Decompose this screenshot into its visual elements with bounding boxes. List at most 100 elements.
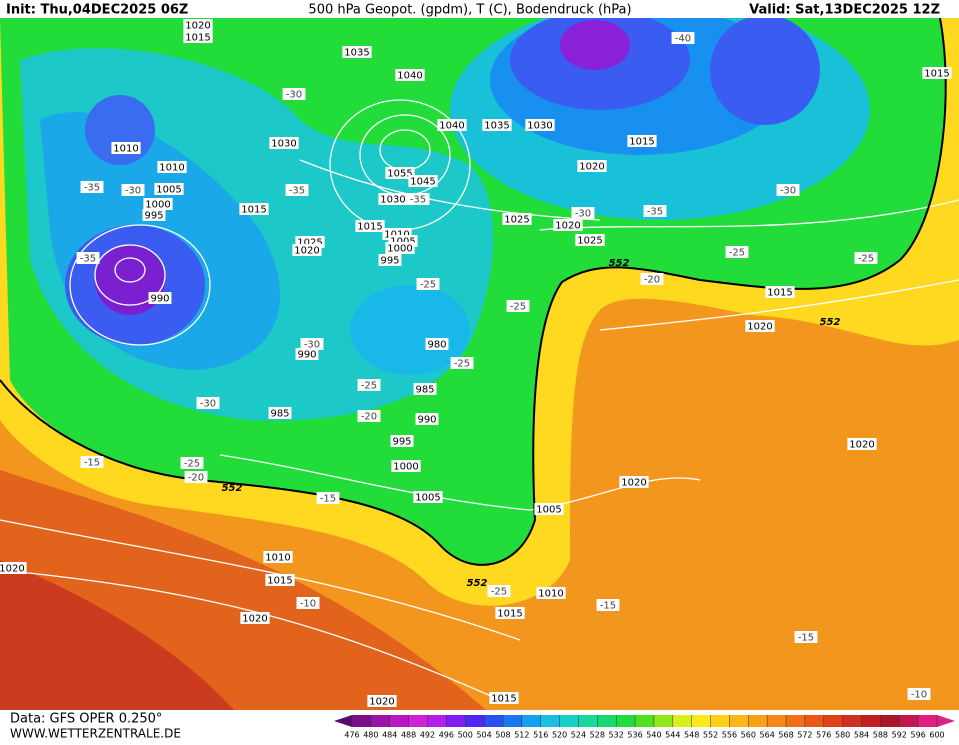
colorbar-tick-label: 520 bbox=[552, 731, 567, 740]
isobar-label-box bbox=[627, 135, 657, 147]
isobar-label-box bbox=[495, 607, 525, 619]
colorbar-tick-label: 544 bbox=[665, 731, 680, 740]
temperature-label-box bbox=[854, 252, 878, 264]
isobar-label-box bbox=[391, 460, 421, 472]
temperature-label: -15 bbox=[84, 458, 100, 469]
temperature-label-box bbox=[406, 193, 430, 205]
colorbar-tick-label: 508 bbox=[495, 731, 510, 740]
colorbar-tick-label: 596 bbox=[910, 731, 925, 740]
temperature-label: -30 bbox=[575, 209, 591, 220]
temperature-label-box bbox=[640, 273, 664, 285]
colorbar-swatch bbox=[842, 715, 863, 727]
isobar-label-box bbox=[239, 203, 269, 215]
temperature-label-box bbox=[671, 32, 695, 44]
isobar-label: 990 bbox=[150, 294, 169, 305]
temperature-label: -15 bbox=[320, 494, 336, 505]
isobar-label-box bbox=[295, 348, 319, 360]
isobar-label: 995 bbox=[144, 211, 163, 222]
colorbar-swatch bbox=[672, 715, 693, 727]
colorbar-swatch bbox=[370, 715, 391, 727]
temperature-label-box bbox=[571, 207, 595, 219]
isobar-label: 1015 bbox=[357, 222, 382, 233]
isobar-label: 1010 bbox=[538, 589, 563, 600]
geopotential-label: 552 bbox=[609, 258, 630, 269]
temperature-label: -35 bbox=[647, 207, 663, 218]
isobar-label: 1035 bbox=[484, 121, 509, 132]
temperature-label-box bbox=[506, 300, 530, 312]
colorbar-tick-label: 552 bbox=[703, 731, 718, 740]
temperature-label: -10 bbox=[911, 690, 927, 701]
temperature-label-box bbox=[357, 379, 381, 391]
isobar-label: 1035 bbox=[344, 48, 369, 59]
colorbar: 476 480 484 488 492 496 500 504 508 512 516 520 524 5… bbox=[334, 715, 955, 740]
temperature-label-box bbox=[416, 278, 440, 290]
isobar-label: 990 bbox=[417, 415, 436, 426]
colorbar-swatch bbox=[352, 715, 372, 727]
colorbar-arrow-left bbox=[334, 715, 352, 727]
isobar-label: 1000 bbox=[387, 244, 412, 255]
isobar-label-box bbox=[413, 383, 437, 395]
colorbar-swatch bbox=[616, 715, 636, 727]
isobar-label: 1025 bbox=[577, 236, 602, 247]
isobar-label-box bbox=[143, 198, 173, 210]
isobar-label-box bbox=[142, 209, 166, 221]
isobar-label-box bbox=[415, 413, 439, 425]
temperature-label: -15 bbox=[798, 633, 814, 644]
isobar-label: 1015 bbox=[491, 694, 516, 705]
colorbar-tick-label: 512 bbox=[514, 731, 529, 740]
colorbar-swatch bbox=[691, 715, 712, 727]
isobar-label: 1020 bbox=[555, 221, 580, 232]
colorbar-swatch bbox=[389, 715, 410, 727]
isobar-label-box bbox=[745, 320, 775, 332]
temperature-label-box bbox=[80, 181, 104, 193]
temperature-label: -40 bbox=[675, 34, 691, 45]
isobar-label-box bbox=[525, 119, 555, 131]
colorbar-tick-label: 492 bbox=[420, 731, 435, 740]
isobar-label-box bbox=[342, 46, 372, 58]
colorbar-tick-label: 504 bbox=[476, 731, 491, 740]
isobar-label-box bbox=[355, 220, 385, 232]
isobar-label: 1020 bbox=[0, 564, 25, 575]
isobar-label: 1015 bbox=[267, 576, 292, 587]
temperature-label-box bbox=[794, 631, 818, 643]
colorbar-tick-label: 592 bbox=[892, 731, 907, 740]
isobar-label: 1015 bbox=[629, 137, 654, 148]
temperature-label: -30 bbox=[286, 90, 302, 101]
isobar-label-box bbox=[292, 244, 322, 256]
isobar-label: 1020 bbox=[849, 440, 874, 451]
isobar-label-box bbox=[482, 119, 512, 131]
field-purple-ne bbox=[560, 20, 630, 70]
temperature-label-box bbox=[76, 252, 100, 264]
temperature-label-box bbox=[184, 471, 208, 483]
colorbar-tick-label: 476 bbox=[344, 731, 359, 740]
temperature-label-box bbox=[300, 338, 324, 350]
temperature-label-box bbox=[450, 357, 474, 369]
temperature-label: -25 bbox=[510, 302, 526, 313]
colorbar-tick-label: 480 bbox=[363, 731, 378, 740]
isobar-label-box bbox=[922, 67, 952, 79]
colorbar-swatch bbox=[635, 715, 655, 727]
isobar-label-box bbox=[0, 562, 27, 574]
colorbar-tick-label: 496 bbox=[439, 731, 454, 740]
isobar-label: 1020 bbox=[242, 614, 267, 625]
temperature-label: -30 bbox=[780, 186, 796, 197]
temperature-label-box bbox=[121, 184, 145, 196]
isobar-label: 1020 bbox=[369, 697, 394, 708]
temperature-label: -25 bbox=[361, 381, 377, 392]
temperature-label: -25 bbox=[184, 459, 200, 470]
colorbar-swatch bbox=[446, 715, 466, 727]
colorbar-tick-label: 536 bbox=[627, 731, 642, 740]
colorbar-tick-label: 556 bbox=[722, 731, 737, 740]
isobar-label-box bbox=[385, 242, 415, 254]
isobar-label-box bbox=[154, 183, 184, 195]
isobar-label-box bbox=[240, 612, 270, 624]
valid-time: Valid: Sat,13DEC2025 12Z bbox=[749, 3, 940, 18]
isobar-label-box bbox=[489, 692, 519, 704]
isobar-label: 1020 bbox=[294, 246, 319, 257]
temperature-label-box bbox=[643, 205, 667, 217]
colorbar-swatch bbox=[578, 715, 598, 727]
colorbar-tick-label: 568 bbox=[778, 731, 793, 740]
isobar-label-box bbox=[157, 161, 187, 173]
isobar-label: 1000 bbox=[393, 462, 418, 473]
